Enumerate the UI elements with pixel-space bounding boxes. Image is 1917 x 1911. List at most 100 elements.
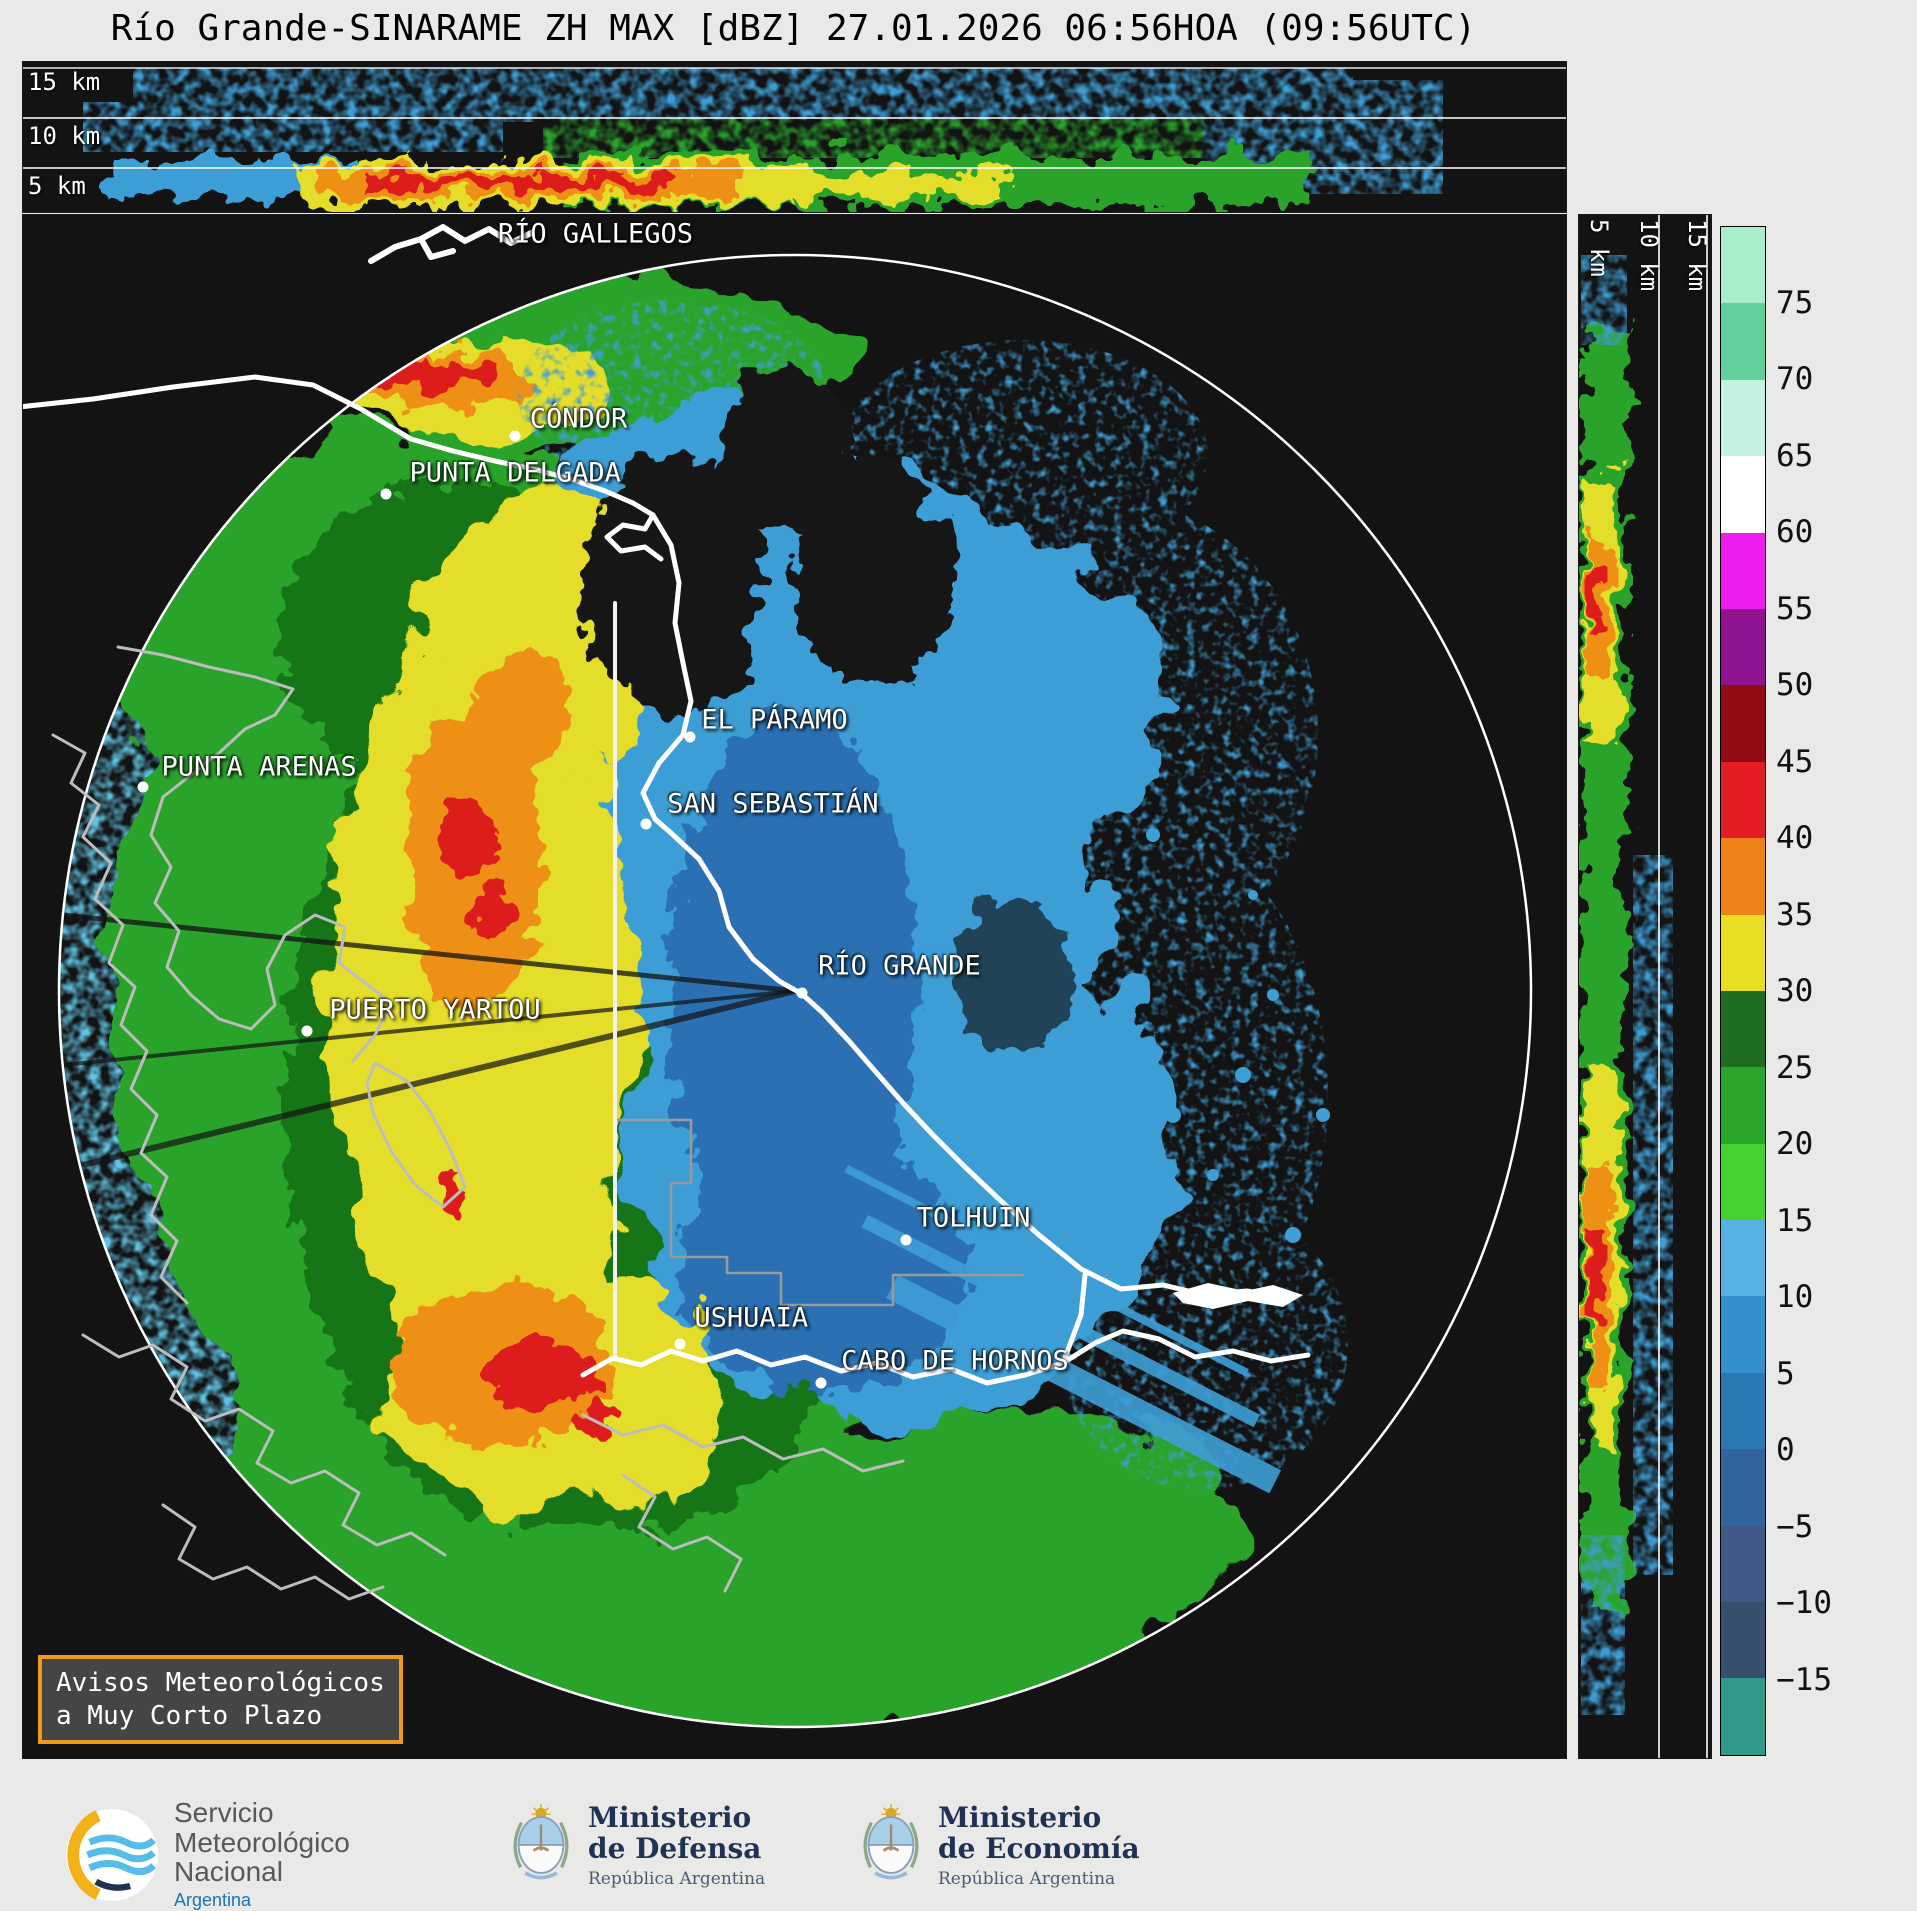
coastlines xyxy=(23,224,1311,1601)
colorbar-segment xyxy=(1721,1525,1765,1603)
colorbar: 75 70 65 60 55 50 45 40 35 30 25 20 15 10 5 0 −5 −10 −15 xyxy=(1720,226,1832,1756)
radar-map-panel: RÍO GALLEGOS CÓNDOR PUNTA DELGADA EL PÁRAMO… xyxy=(22,214,1567,1759)
smn-logo-block: Servicio Meteorológico Nacional Argentin… xyxy=(64,1798,350,1911)
colorbar-segment xyxy=(1721,914,1765,991)
colorbar-segment xyxy=(1721,990,1765,1068)
city-label: PUERTO YARTOU xyxy=(329,994,541,1026)
city-marker xyxy=(684,731,696,743)
altitude-label-10km-side: 10 km xyxy=(1635,219,1663,292)
ministry-name-line: de Defensa xyxy=(588,1832,762,1866)
warning-line: Avisos Meteorológicos xyxy=(56,1668,385,1698)
city-label: TOLHUIN xyxy=(916,1202,1031,1234)
city-marker xyxy=(796,987,808,999)
top-altitude-profile: 15 km 10 km 5 km xyxy=(22,61,1567,213)
colorbar-tick-label: 40 xyxy=(1776,820,1814,856)
side-profile-plot xyxy=(1579,215,1711,1758)
city-marker xyxy=(301,1025,313,1037)
warning-line: a Muy Corto Plazo xyxy=(56,1700,323,1731)
colorbar-tick-label: −5 xyxy=(1776,1508,1814,1545)
city-marker xyxy=(674,1338,686,1350)
range-ring xyxy=(57,253,1533,1729)
colorbar-tick-label: 50 xyxy=(1776,667,1814,703)
colorbar-tick-label: 20 xyxy=(1776,1126,1814,1162)
smn-name-line: Meteorológico xyxy=(174,1826,350,1858)
ministry-name-line: de Economía xyxy=(938,1832,1140,1866)
colorbar-tick-label: −15 xyxy=(1776,1661,1832,1698)
city-marker xyxy=(380,488,392,500)
colorbar-tick-label: 65 xyxy=(1776,437,1814,474)
colorbar-segment xyxy=(1721,685,1765,762)
colorbar-segment xyxy=(1721,303,1765,380)
side-profile-echoes xyxy=(1581,255,1673,1715)
city-marker xyxy=(900,1234,912,1246)
top-profile-plot xyxy=(23,62,1566,212)
city-label: RÍO GRANDE xyxy=(818,950,981,982)
side-altitude-profile: 5 km 10 km 15 km xyxy=(1578,214,1712,1759)
colorbar-segment xyxy=(1721,1449,1765,1526)
city-label: USHUAIA xyxy=(694,1302,809,1334)
colorbar-segment xyxy=(1721,1372,1765,1450)
city-label: PUNTA ARENAS xyxy=(161,751,357,783)
colorbar-scale xyxy=(1720,226,1766,1756)
colorbar-segment xyxy=(1721,1067,1765,1144)
interference-beams xyxy=(844,1165,1282,1494)
colorbar-tick-label: 25 xyxy=(1776,1049,1814,1086)
city-label: CABO DE HORNOS xyxy=(841,1345,1069,1377)
ministry-subtitle: República Argentina xyxy=(938,1868,1116,1889)
colorbar-segment xyxy=(1721,379,1765,457)
smn-logo-icon xyxy=(66,1808,158,1901)
colorbar-tick-label: 55 xyxy=(1776,590,1814,627)
altitude-label-15km-side: 15 km xyxy=(1683,219,1711,292)
smn-name-line: Servicio xyxy=(174,1797,274,1828)
top-profile-echoes xyxy=(83,68,1443,206)
colorbar-tick-label: 30 xyxy=(1776,973,1814,1009)
argentina-coat-of-arms-icon xyxy=(863,1804,919,1880)
city-label: SAN SEBASTIÁN xyxy=(667,788,879,820)
colorbar-ticks: 75 70 65 60 55 50 45 40 35 30 25 20 15 10 5 0 −5 −10 −15 xyxy=(1776,226,1866,1756)
ministry-name-line: Ministerio xyxy=(588,1801,752,1834)
city-label: CÓNDOR xyxy=(529,403,628,435)
city-label: PUNTA DELGADA xyxy=(409,457,621,489)
footer: Servicio Meteorológico Nacional Argentin… xyxy=(0,1764,1917,1911)
colorbar-segment xyxy=(1721,532,1765,609)
colorbar-tick-label: 70 xyxy=(1776,361,1814,397)
city-marker xyxy=(815,1377,827,1389)
argentina-coat-of-arms-icon xyxy=(513,1804,569,1880)
colorbar-segment xyxy=(1721,1296,1765,1373)
page-title: Río Grande-SINARAME ZH MAX [dBZ] 27.01.2… xyxy=(110,8,1477,49)
ministry-economia-block: Ministerio de Economía República Argenti… xyxy=(858,1802,1140,1889)
colorbar-tick-label: 45 xyxy=(1776,743,1814,780)
colorbar-segment xyxy=(1721,1143,1765,1221)
city-label: EL PÁRAMO xyxy=(701,704,848,736)
city-label: RÍO GALLEGOS xyxy=(497,218,693,250)
warning-box[interactable]: Avisos Meteorológicos a Muy Corto Plazo xyxy=(38,1655,403,1744)
smn-name-line: Nacional xyxy=(174,1856,283,1888)
colorbar-tick-label: 5 xyxy=(1776,1355,1795,1392)
colorbar-tick-label: 15 xyxy=(1776,1202,1814,1239)
colorbar-segment xyxy=(1721,838,1765,915)
beam-blockage-rays xyxy=(62,912,796,1168)
city-layer: RÍO GALLEGOS CÓNDOR PUNTA DELGADA EL PÁRAMO… xyxy=(23,215,1566,1758)
colorbar-tick-label: 0 xyxy=(1776,1432,1795,1468)
city-marker xyxy=(640,818,652,830)
ministry-subtitle: República Argentina xyxy=(588,1868,766,1889)
ministry-name-line: Ministerio xyxy=(938,1801,1102,1834)
smn-country-label: Argentina xyxy=(174,1890,252,1911)
colorbar-segment xyxy=(1721,608,1765,686)
altitude-label-5km-side: 5 km xyxy=(1585,219,1613,277)
colorbar-segment xyxy=(1721,227,1765,304)
colorbar-segment xyxy=(1721,1678,1765,1755)
altitude-label-15km: 15 km xyxy=(28,68,101,96)
city-marker xyxy=(509,430,521,442)
colorbar-tick-label: 10 xyxy=(1776,1279,1814,1315)
colorbar-segment xyxy=(1721,456,1765,533)
colorbar-segment xyxy=(1721,1602,1765,1679)
city-marker xyxy=(137,781,149,793)
colorbar-tick-label: 60 xyxy=(1776,514,1814,550)
colorbar-segment xyxy=(1721,1220,1765,1297)
colorbar-tick-label: 35 xyxy=(1776,896,1814,933)
colorbar-tick-label: −10 xyxy=(1776,1585,1832,1621)
radar-echoes xyxy=(59,275,1348,1727)
altitude-label-5km: 5 km xyxy=(28,172,86,200)
ministry-defensa-block: Ministerio de Defensa República Argentin… xyxy=(508,1802,765,1889)
